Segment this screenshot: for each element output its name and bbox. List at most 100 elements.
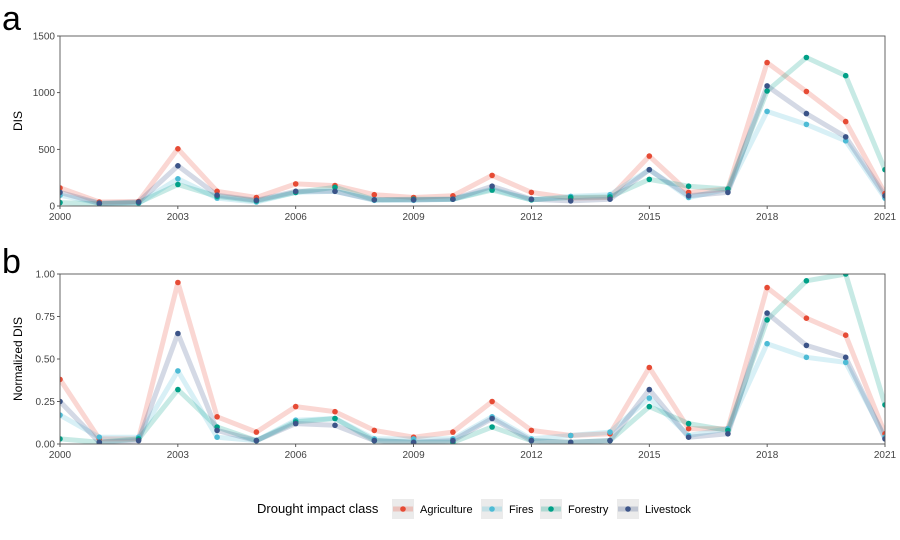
point-livestock — [214, 192, 220, 198]
legend-label: Fires — [509, 504, 534, 516]
x-tick-label: 2012 — [520, 450, 543, 461]
y-axis-title: Normalized DIS — [11, 317, 25, 401]
y-tick-label: 0.75 — [36, 312, 56, 323]
series-line-forestry — [60, 274, 885, 444]
point-fires — [607, 429, 613, 435]
series-line-forestry — [60, 55, 885, 206]
legend-key-point — [625, 506, 631, 512]
legend-key-point — [400, 506, 406, 512]
point-livestock — [135, 199, 142, 205]
point-livestock — [450, 196, 456, 202]
point-livestock — [528, 196, 535, 202]
x-tick-label: 2009 — [402, 212, 425, 223]
x-tick-label: 2015 — [638, 450, 661, 461]
point-livestock — [332, 422, 338, 429]
plot-area — [60, 54, 885, 206]
point-livestock — [96, 200, 103, 206]
point-livestock — [410, 439, 417, 444]
point-livestock — [175, 330, 181, 337]
point-agriculture — [60, 185, 63, 191]
point-livestock — [764, 83, 770, 89]
legend-item-agriculture: Agriculture — [392, 499, 473, 519]
point-livestock — [292, 420, 299, 427]
point-forestry — [685, 183, 692, 189]
x-tick-label: 2021 — [874, 212, 897, 223]
x-tick-label: 2015 — [638, 212, 661, 223]
point-forestry — [882, 402, 885, 408]
x-tick-label: 2000 — [49, 212, 72, 223]
point-livestock — [803, 110, 810, 117]
legend: Drought impact class Agriculture Fires Fore… — [257, 499, 691, 519]
point-fires — [646, 395, 653, 401]
point-agriculture — [489, 172, 495, 179]
point-forestry — [803, 54, 810, 61]
point-forestry — [646, 176, 653, 183]
point-livestock — [882, 436, 885, 442]
series-line-agriculture — [60, 60, 885, 205]
point-fires — [567, 432, 574, 439]
series-line-agriculture — [60, 280, 885, 442]
y-tick-label: 0.50 — [36, 355, 56, 366]
x-tick-label: 2021 — [874, 450, 897, 461]
point-livestock — [489, 183, 495, 189]
x-tick-label: 2000 — [49, 450, 72, 461]
y-tick-label: 0.00 — [36, 440, 56, 451]
panel-letter: a — [2, 0, 21, 38]
point-agriculture — [450, 429, 456, 435]
y-tick-label: 0.25 — [36, 397, 56, 408]
legend-item-livestock: Livestock — [617, 499, 691, 519]
point-agriculture — [764, 284, 770, 291]
point-forestry — [489, 424, 495, 430]
panel-b: b 0.00 0.25 0.50 0.75 1.00 2000 2003 2006 2009 201… — [2, 243, 897, 461]
point-agriculture — [292, 403, 299, 410]
point-forestry — [646, 403, 653, 410]
point-fires — [60, 412, 63, 418]
point-forestry — [332, 415, 338, 422]
y-axis-title: DIS — [11, 111, 25, 131]
panel-frame — [59, 273, 886, 445]
point-fires — [803, 121, 810, 128]
point-fires — [214, 434, 220, 441]
point-agriculture — [214, 414, 220, 420]
point-agriculture — [646, 153, 653, 159]
point-livestock — [607, 437, 613, 444]
x-tick-label: 2003 — [167, 212, 190, 223]
point-agriculture — [528, 189, 535, 196]
legend-item-forestry: Forestry — [540, 499, 609, 519]
point-fires — [842, 359, 849, 366]
x-tick-label: 2006 — [285, 450, 308, 461]
point-agriculture — [292, 181, 299, 187]
legend-title: Drought impact class — [257, 501, 379, 516]
point-livestock — [685, 193, 692, 199]
y-tick-label: 0 — [49, 202, 55, 213]
point-forestry — [764, 317, 770, 323]
point-livestock — [567, 439, 574, 444]
point-livestock — [567, 198, 574, 204]
point-livestock — [803, 342, 810, 349]
point-livestock — [214, 427, 220, 434]
point-livestock — [842, 354, 849, 361]
point-fires — [175, 368, 181, 374]
point-agriculture — [528, 427, 535, 434]
point-agriculture — [646, 364, 653, 371]
point-agriculture — [371, 191, 378, 198]
point-fires — [764, 108, 770, 115]
point-fires — [764, 340, 770, 347]
point-fires — [175, 176, 181, 182]
point-livestock — [450, 437, 456, 444]
point-agriculture — [764, 59, 770, 66]
plot-area — [60, 274, 885, 444]
point-livestock — [253, 437, 260, 444]
point-forestry — [803, 278, 810, 284]
point-livestock — [842, 134, 849, 140]
point-agriculture — [371, 427, 378, 434]
point-livestock — [135, 437, 142, 444]
point-livestock — [882, 193, 885, 199]
point-livestock — [332, 188, 338, 195]
point-livestock — [607, 196, 613, 202]
point-livestock — [60, 398, 63, 405]
y-tick-label: 1500 — [33, 32, 56, 43]
series-line-livestock — [60, 83, 885, 206]
y-tick-label: 500 — [38, 145, 55, 156]
point-livestock — [646, 166, 653, 173]
